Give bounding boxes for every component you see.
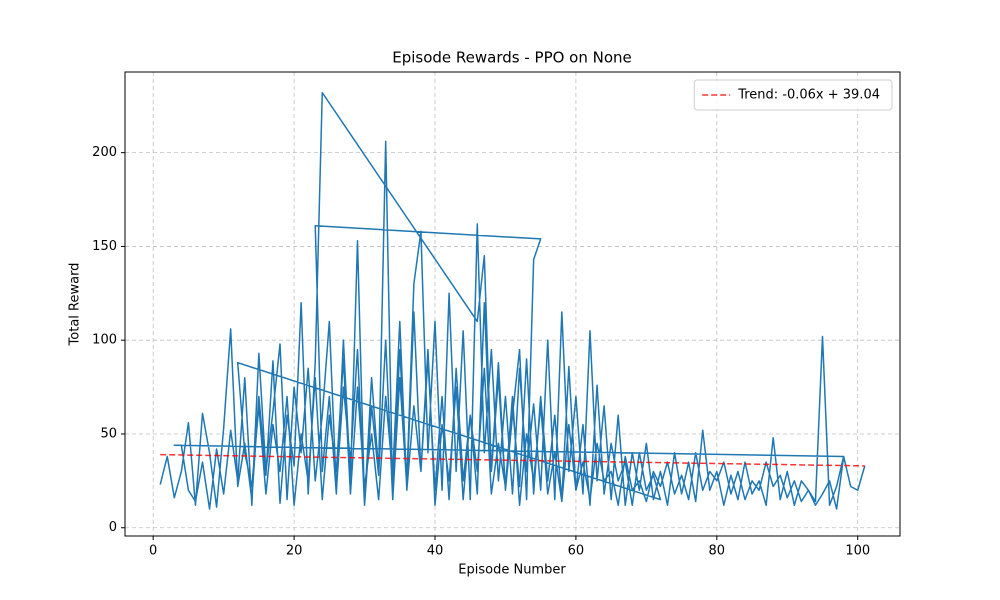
x-tick-label: 0 bbox=[149, 544, 157, 559]
trend-line bbox=[160, 453, 865, 467]
x-tick-label: 60 bbox=[568, 544, 585, 559]
chart-title: Episode Rewards - PPO on None bbox=[392, 49, 632, 67]
reward-line bbox=[159, 91, 866, 510]
legend-box bbox=[693, 79, 893, 111]
y-tick-label: 0 bbox=[109, 520, 117, 535]
y-axis-label: Total Reward bbox=[68, 263, 83, 347]
legend-label: Trend: -0.06x + 39.04 bbox=[737, 88, 880, 103]
x-tick-label: 80 bbox=[709, 544, 726, 559]
x-tick-label: 20 bbox=[286, 544, 303, 559]
legend: Trend: -0.06x + 39.04 bbox=[693, 79, 893, 111]
y-tick-label: 50 bbox=[100, 426, 117, 441]
y-tick-label: 200 bbox=[92, 145, 117, 160]
plot-frame bbox=[124, 71, 901, 537]
x-axis-label: Episode Number bbox=[458, 563, 566, 578]
y-tick-label: 100 bbox=[92, 333, 117, 348]
x-tick-label: 100 bbox=[845, 544, 870, 559]
x-tick-label: 40 bbox=[427, 544, 444, 559]
y-tick-label: 150 bbox=[92, 239, 117, 254]
